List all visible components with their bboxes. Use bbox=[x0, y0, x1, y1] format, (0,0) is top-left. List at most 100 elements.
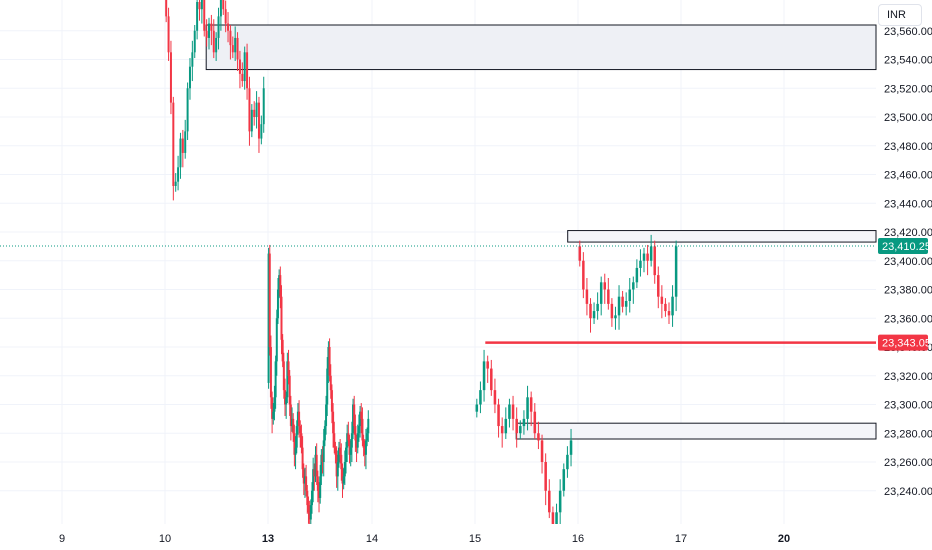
candle-body bbox=[333, 433, 336, 448]
candle-up bbox=[272, 403, 275, 425]
candle-body bbox=[294, 447, 297, 455]
candle-body bbox=[272, 411, 275, 419]
candle-down bbox=[607, 278, 610, 310]
candle-body bbox=[330, 390, 333, 412]
price-axis[interactable]: 23,240.00 23,260.00 23,280.00 23,300.00 23,3… bbox=[877, 0, 932, 550]
candle-down bbox=[288, 370, 291, 416]
candle-down bbox=[169, 40, 172, 115]
candle-up bbox=[632, 276, 635, 304]
candle-down bbox=[582, 252, 585, 299]
x-tick-label: 16 bbox=[572, 533, 584, 545]
candle-up bbox=[319, 464, 322, 504]
candle-body bbox=[660, 296, 664, 304]
time-axis-background bbox=[0, 524, 932, 550]
candle-body bbox=[504, 418, 508, 434]
candle-down bbox=[653, 240, 656, 284]
candle-body bbox=[349, 447, 352, 455]
candle-body bbox=[362, 440, 365, 448]
candle-down bbox=[544, 453, 547, 506]
x-tick-label: 13 bbox=[262, 533, 274, 545]
candle-down bbox=[248, 76, 251, 146]
candle-up bbox=[274, 355, 277, 409]
candle-body bbox=[291, 418, 294, 427]
candle-down bbox=[533, 403, 537, 439]
candle-body bbox=[334, 447, 337, 455]
candle-down bbox=[511, 395, 515, 431]
currency-badge[interactable]: INR bbox=[878, 4, 922, 26]
y-tick-label: 23,540.00 bbox=[884, 55, 932, 67]
grid-lines bbox=[0, 0, 876, 524]
candle-body bbox=[479, 390, 482, 405]
candle-body bbox=[326, 368, 329, 405]
candle-down bbox=[287, 349, 290, 385]
candle-down bbox=[224, 0, 227, 33]
candle-body bbox=[177, 167, 180, 182]
candle-body bbox=[357, 426, 360, 434]
candle-up bbox=[562, 463, 566, 497]
candlesticks bbox=[165, 0, 678, 539]
candle-down bbox=[355, 434, 358, 462]
candle-down bbox=[529, 391, 533, 427]
candle-down bbox=[328, 338, 331, 382]
candle-down bbox=[205, 19, 208, 47]
candle-body bbox=[257, 102, 260, 139]
candle-up bbox=[188, 58, 191, 100]
candle-up bbox=[356, 424, 359, 454]
candle-up bbox=[278, 269, 281, 299]
candle-body bbox=[515, 418, 518, 434]
candle-body bbox=[285, 397, 288, 405]
candle-body bbox=[347, 433, 350, 441]
candle-down bbox=[299, 420, 302, 448]
y-tick-label: 23,300.00 bbox=[884, 400, 932, 412]
candle-up bbox=[273, 385, 276, 421]
candle-body bbox=[217, 16, 220, 38]
candle-up bbox=[303, 467, 306, 498]
candle-body bbox=[243, 52, 246, 82]
candle-body bbox=[500, 426, 504, 434]
candle-down bbox=[231, 36, 234, 59]
candle-body bbox=[482, 361, 486, 391]
candle-up bbox=[295, 420, 298, 454]
candle-down bbox=[284, 378, 287, 416]
candle-body bbox=[278, 275, 281, 290]
candle-body bbox=[582, 260, 585, 290]
candle-body bbox=[614, 315, 617, 319]
candle-down bbox=[212, 19, 215, 59]
candle-down bbox=[621, 290, 624, 313]
supply-demand-zones bbox=[205, 24, 877, 440]
candle-up bbox=[367, 410, 370, 442]
zone-box[interactable] bbox=[567, 230, 877, 243]
candle-up bbox=[294, 436, 297, 470]
candle-up bbox=[642, 247, 646, 273]
time-axis[interactable]: 9 10 13 14 15 16 17 20 bbox=[0, 524, 932, 550]
candle-body bbox=[642, 253, 646, 261]
candle-body bbox=[313, 469, 316, 477]
candle-body bbox=[354, 426, 357, 441]
candle-up bbox=[291, 407, 294, 432]
candle-down bbox=[227, 12, 230, 43]
candle-up bbox=[200, 0, 203, 24]
candle-body bbox=[323, 426, 326, 441]
candle-down bbox=[515, 407, 518, 448]
candle-body bbox=[193, 30, 196, 53]
candle-up bbox=[349, 439, 352, 467]
candle-body bbox=[551, 512, 555, 527]
candle-up bbox=[325, 395, 328, 435]
candle-up bbox=[522, 410, 526, 435]
candle-up bbox=[566, 446, 569, 478]
zone-box[interactable] bbox=[205, 24, 877, 71]
candle-down bbox=[316, 470, 319, 503]
candle-body bbox=[335, 454, 338, 477]
candle-up bbox=[208, 17, 211, 50]
candle-body bbox=[603, 282, 607, 290]
y-tick-label: 23,560.00 bbox=[884, 26, 932, 38]
zone-box[interactable] bbox=[515, 422, 877, 440]
candle-body bbox=[208, 23, 211, 38]
candle-body bbox=[186, 88, 189, 132]
candle-down bbox=[363, 439, 366, 467]
candle-body bbox=[621, 296, 624, 307]
candle-body bbox=[607, 289, 610, 304]
candle-up bbox=[262, 76, 265, 133]
candle-down bbox=[315, 443, 318, 485]
